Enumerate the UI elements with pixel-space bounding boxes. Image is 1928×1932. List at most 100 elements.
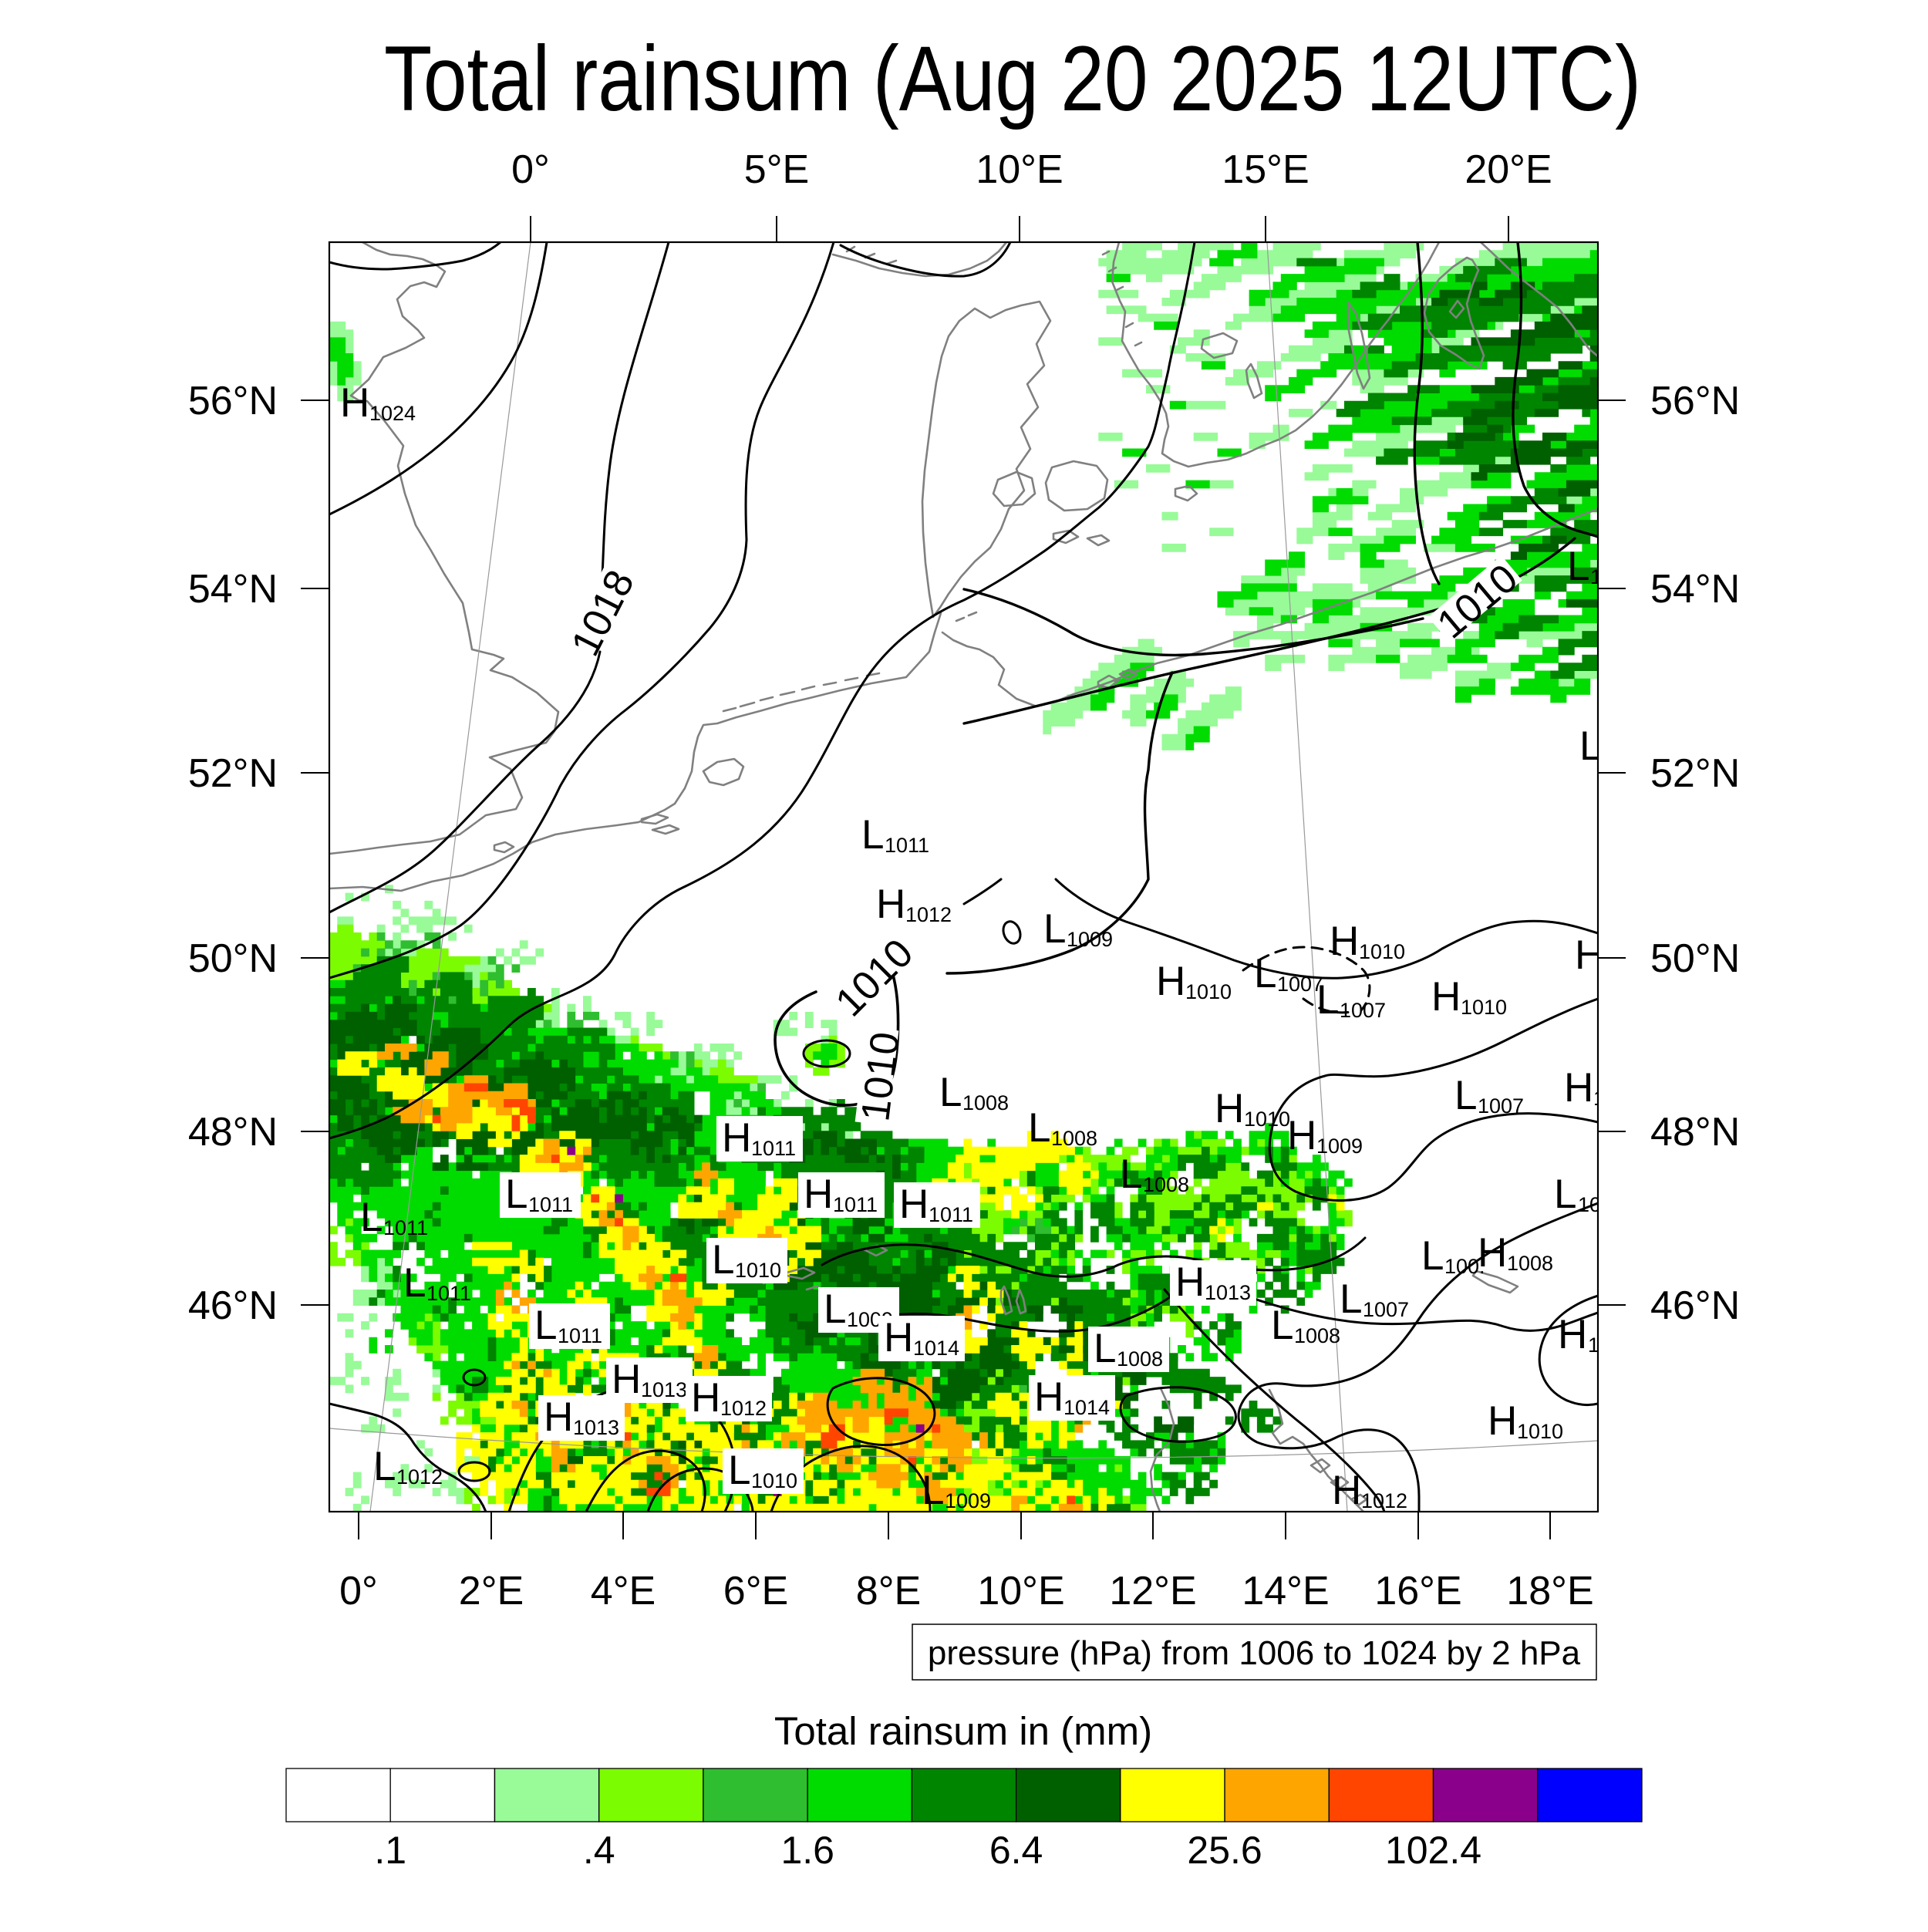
svg-text:1014: 1014 <box>913 1337 959 1360</box>
svg-text:54°N: 54°N <box>1650 567 1740 612</box>
svg-text:1010: 1010 <box>1185 980 1232 1003</box>
svg-text:H: H <box>1431 974 1461 1020</box>
svg-text:H: H <box>722 1115 751 1161</box>
svg-text:1010: 1010 <box>1517 1420 1563 1443</box>
svg-text:56°N: 56°N <box>1650 379 1740 423</box>
svg-text:1011: 1011 <box>383 1216 428 1239</box>
svg-text:1012: 1012 <box>720 1397 767 1420</box>
svg-text:H: H <box>1330 919 1359 964</box>
svg-text:46°N: 46°N <box>188 1283 278 1328</box>
svg-text:L: L <box>360 1195 383 1240</box>
svg-text:1008: 1008 <box>1117 1347 1163 1371</box>
svg-text:6.4: 6.4 <box>989 1829 1043 1872</box>
svg-text:1008: 1008 <box>1051 1127 1097 1150</box>
svg-text:1012: 1012 <box>905 903 952 926</box>
svg-text:1007: 1007 <box>1363 1298 1409 1321</box>
svg-text:L: L <box>861 812 884 858</box>
svg-text:L: L <box>534 1303 557 1348</box>
svg-text:L: L <box>1454 1073 1477 1118</box>
svg-text:1014: 1014 <box>1063 1396 1110 1419</box>
svg-text:H: H <box>691 1375 720 1421</box>
svg-text:H: H <box>1478 1230 1507 1276</box>
svg-text:15°E: 15°E <box>1222 147 1309 192</box>
svg-text:1011: 1011 <box>528 1193 573 1216</box>
svg-text:L: L <box>1120 1151 1142 1197</box>
svg-text:1010: 1010 <box>853 1030 908 1124</box>
svg-text:H: H <box>899 1182 929 1227</box>
svg-text:10°E: 10°E <box>976 147 1063 192</box>
svg-text:L: L <box>712 1237 734 1283</box>
svg-text:1008: 1008 <box>1294 1324 1340 1347</box>
svg-text:L: L <box>1271 1303 1293 1348</box>
svg-text:48°N: 48°N <box>188 1110 278 1155</box>
svg-text:1012: 1012 <box>1361 1489 1407 1512</box>
svg-text:1013: 1013 <box>641 1378 687 1401</box>
svg-text:H: H <box>884 1315 913 1360</box>
svg-text:L: L <box>1554 1172 1576 1217</box>
svg-text:H: H <box>1488 1398 1517 1444</box>
svg-text:4°E: 4°E <box>591 1569 656 1613</box>
svg-text:H: H <box>1287 1113 1316 1158</box>
svg-text:1009: 1009 <box>945 1489 991 1512</box>
svg-text:H: H <box>1175 1259 1205 1305</box>
svg-text:100: 100 <box>1588 1334 1623 1357</box>
svg-text:52°N: 52°N <box>1650 751 1740 796</box>
svg-text:18°E: 18°E <box>1506 1569 1593 1613</box>
svg-text:H: H <box>1215 1086 1244 1131</box>
svg-text:54°N: 54°N <box>188 567 278 612</box>
svg-text:8°E: 8°E <box>856 1569 921 1613</box>
svg-text:0°: 0° <box>511 147 550 192</box>
svg-text:1008: 1008 <box>1143 1173 1189 1196</box>
svg-text:H: H <box>1558 1312 1587 1357</box>
svg-text:H: H <box>1332 1468 1361 1513</box>
svg-text:52°N: 52°N <box>188 751 278 796</box>
svg-text:H: H <box>804 1172 833 1217</box>
svg-text:1010: 1010 <box>1359 940 1405 963</box>
svg-text:L: L <box>1567 544 1589 589</box>
svg-text:6°E: 6°E <box>723 1569 788 1613</box>
svg-text:L: L <box>1421 1233 1444 1279</box>
svg-text:1011: 1011 <box>558 1324 602 1347</box>
svg-text:1011: 1011 <box>929 1203 973 1226</box>
svg-text:0°: 0° <box>339 1569 378 1613</box>
svg-text:14°E: 14°E <box>1242 1569 1329 1613</box>
svg-text:2°E: 2°E <box>459 1569 524 1613</box>
svg-text:L: L <box>403 1260 426 1306</box>
svg-text:H: H <box>544 1394 573 1440</box>
svg-text:16°E: 16°E <box>1374 1569 1461 1613</box>
svg-text:50°N: 50°N <box>188 936 278 981</box>
svg-text:1010: 1010 <box>1244 1108 1290 1131</box>
svg-text:H: H <box>1034 1374 1063 1420</box>
svg-text:1010: 1010 <box>1461 996 1507 1019</box>
svg-text:1008: 1008 <box>1507 1252 1553 1275</box>
svg-text:pressure (hPa) from 1006 to 10: pressure (hPa) from 1006 to 1024 by 2 hP… <box>928 1634 1581 1672</box>
svg-text:1007: 1007 <box>1340 999 1386 1022</box>
svg-text:1007: 1007 <box>1277 973 1323 996</box>
svg-text:56°N: 56°N <box>188 379 278 423</box>
svg-text:12°E: 12°E <box>1109 1569 1196 1613</box>
svg-text:.1: .1 <box>374 1829 406 1872</box>
svg-text:20°E: 20°E <box>1465 147 1552 192</box>
svg-text:L: L <box>1316 977 1339 1023</box>
svg-text:102.4: 102.4 <box>1385 1829 1481 1872</box>
svg-text:L: L <box>939 1070 962 1115</box>
svg-text:L: L <box>1094 1326 1116 1371</box>
svg-text:H: H <box>1156 959 1185 1004</box>
svg-text:H: H <box>876 882 905 927</box>
svg-text:1009: 1009 <box>1067 928 1113 951</box>
svg-text:L: L <box>1340 1276 1362 1322</box>
svg-text:1011: 1011 <box>885 834 929 857</box>
svg-text:1013: 1013 <box>1205 1281 1251 1304</box>
svg-text:L: L <box>824 1286 846 1332</box>
svg-text:1011: 1011 <box>426 1282 471 1305</box>
svg-text:.4: .4 <box>583 1829 615 1872</box>
svg-text:1009: 1009 <box>1316 1135 1363 1158</box>
svg-text:L: L <box>1028 1105 1050 1151</box>
svg-text:10: 10 <box>1593 1087 1616 1110</box>
svg-text:100.: 100. <box>1444 1255 1485 1278</box>
svg-text:5°E: 5°E <box>744 147 809 192</box>
svg-text:10: 10 <box>1590 565 1613 588</box>
svg-text:1.6: 1.6 <box>780 1829 834 1872</box>
svg-text:1012: 1012 <box>396 1465 443 1489</box>
svg-text:H: H <box>340 380 369 426</box>
